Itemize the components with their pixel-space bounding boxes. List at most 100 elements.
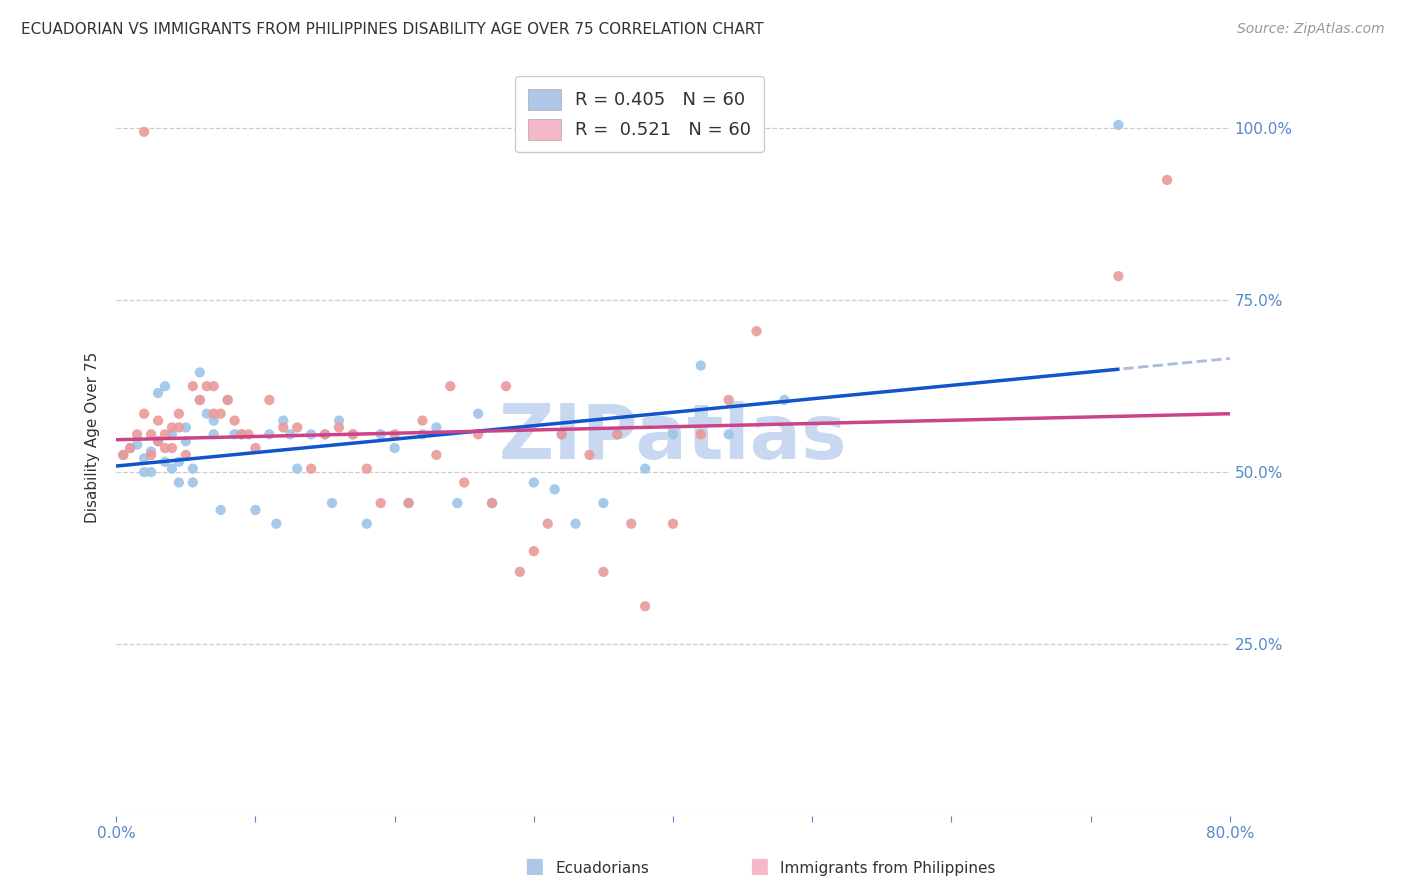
Point — [314, 427, 336, 442]
Point — [384, 441, 406, 455]
Point — [217, 392, 239, 407]
Point — [606, 427, 628, 442]
Point — [146, 386, 169, 401]
Point — [1107, 269, 1129, 284]
Point — [271, 413, 294, 427]
Text: ■: ■ — [524, 856, 544, 876]
Point — [139, 465, 162, 479]
Point — [537, 516, 560, 531]
Point — [120, 441, 142, 455]
Point — [245, 503, 267, 517]
Point — [592, 565, 614, 579]
Point — [446, 496, 468, 510]
Point — [167, 407, 190, 421]
Point — [153, 427, 176, 442]
Point — [299, 427, 322, 442]
Point — [689, 359, 711, 373]
Point — [259, 392, 281, 407]
Point — [224, 427, 246, 442]
Point — [160, 420, 183, 434]
Point — [209, 407, 232, 421]
Point — [160, 441, 183, 455]
Point — [773, 392, 796, 407]
Point — [167, 455, 190, 469]
Point — [146, 434, 169, 449]
Point — [120, 441, 142, 455]
Point — [662, 427, 685, 442]
Point — [606, 427, 628, 442]
Point — [481, 496, 503, 510]
Point — [467, 407, 489, 421]
Point — [285, 420, 308, 434]
Point — [592, 496, 614, 510]
Point — [202, 379, 225, 393]
Point — [328, 413, 350, 427]
Point — [217, 392, 239, 407]
Point — [356, 516, 378, 531]
Point — [384, 427, 406, 442]
Point — [224, 413, 246, 427]
Point — [481, 496, 503, 510]
Point — [132, 125, 155, 139]
Legend: R = 0.405   N = 60, R =  0.521   N = 60: R = 0.405 N = 60, R = 0.521 N = 60 — [516, 76, 763, 153]
Point — [278, 427, 301, 442]
Point — [285, 461, 308, 475]
Point — [139, 448, 162, 462]
Point — [453, 475, 475, 490]
Point — [314, 427, 336, 442]
Point — [139, 444, 162, 458]
Text: Ecuadorians: Ecuadorians — [555, 861, 650, 876]
Point — [271, 420, 294, 434]
Point — [745, 324, 768, 338]
Point — [153, 441, 176, 455]
Point — [439, 379, 461, 393]
Point — [411, 427, 433, 442]
Point — [266, 516, 288, 531]
Point — [174, 434, 197, 449]
Point — [112, 448, 135, 462]
Point — [132, 451, 155, 466]
Point — [195, 379, 218, 393]
Point — [153, 455, 176, 469]
Point — [139, 427, 162, 442]
Point — [127, 427, 149, 442]
Point — [321, 496, 343, 510]
Point — [1156, 173, 1178, 187]
Point — [181, 461, 204, 475]
Point — [202, 427, 225, 442]
Point — [495, 379, 517, 393]
Point — [717, 427, 740, 442]
Point — [509, 565, 531, 579]
Point — [167, 420, 190, 434]
Point — [342, 427, 364, 442]
Point — [467, 427, 489, 442]
Point — [689, 427, 711, 442]
Point — [299, 461, 322, 475]
Point — [174, 420, 197, 434]
Point — [578, 448, 600, 462]
Point — [188, 366, 211, 380]
Point — [620, 516, 643, 531]
Point — [564, 516, 586, 531]
Point — [167, 475, 190, 490]
Point — [127, 437, 149, 451]
Point — [634, 461, 657, 475]
Point — [550, 427, 572, 442]
Point — [153, 379, 176, 393]
Point — [112, 448, 135, 462]
Point — [425, 448, 447, 462]
Point — [209, 503, 232, 517]
Point — [146, 413, 169, 427]
Text: Source: ZipAtlas.com: Source: ZipAtlas.com — [1237, 22, 1385, 37]
Point — [188, 392, 211, 407]
Point — [523, 475, 546, 490]
Point — [188, 392, 211, 407]
Text: ECUADORIAN VS IMMIGRANTS FROM PHILIPPINES DISABILITY AGE OVER 75 CORRELATION CHA: ECUADORIAN VS IMMIGRANTS FROM PHILIPPINE… — [21, 22, 763, 37]
Point — [132, 465, 155, 479]
Point — [550, 427, 572, 442]
Point — [544, 483, 567, 497]
Point — [202, 407, 225, 421]
Point — [160, 461, 183, 475]
Point — [174, 448, 197, 462]
Point — [634, 599, 657, 614]
